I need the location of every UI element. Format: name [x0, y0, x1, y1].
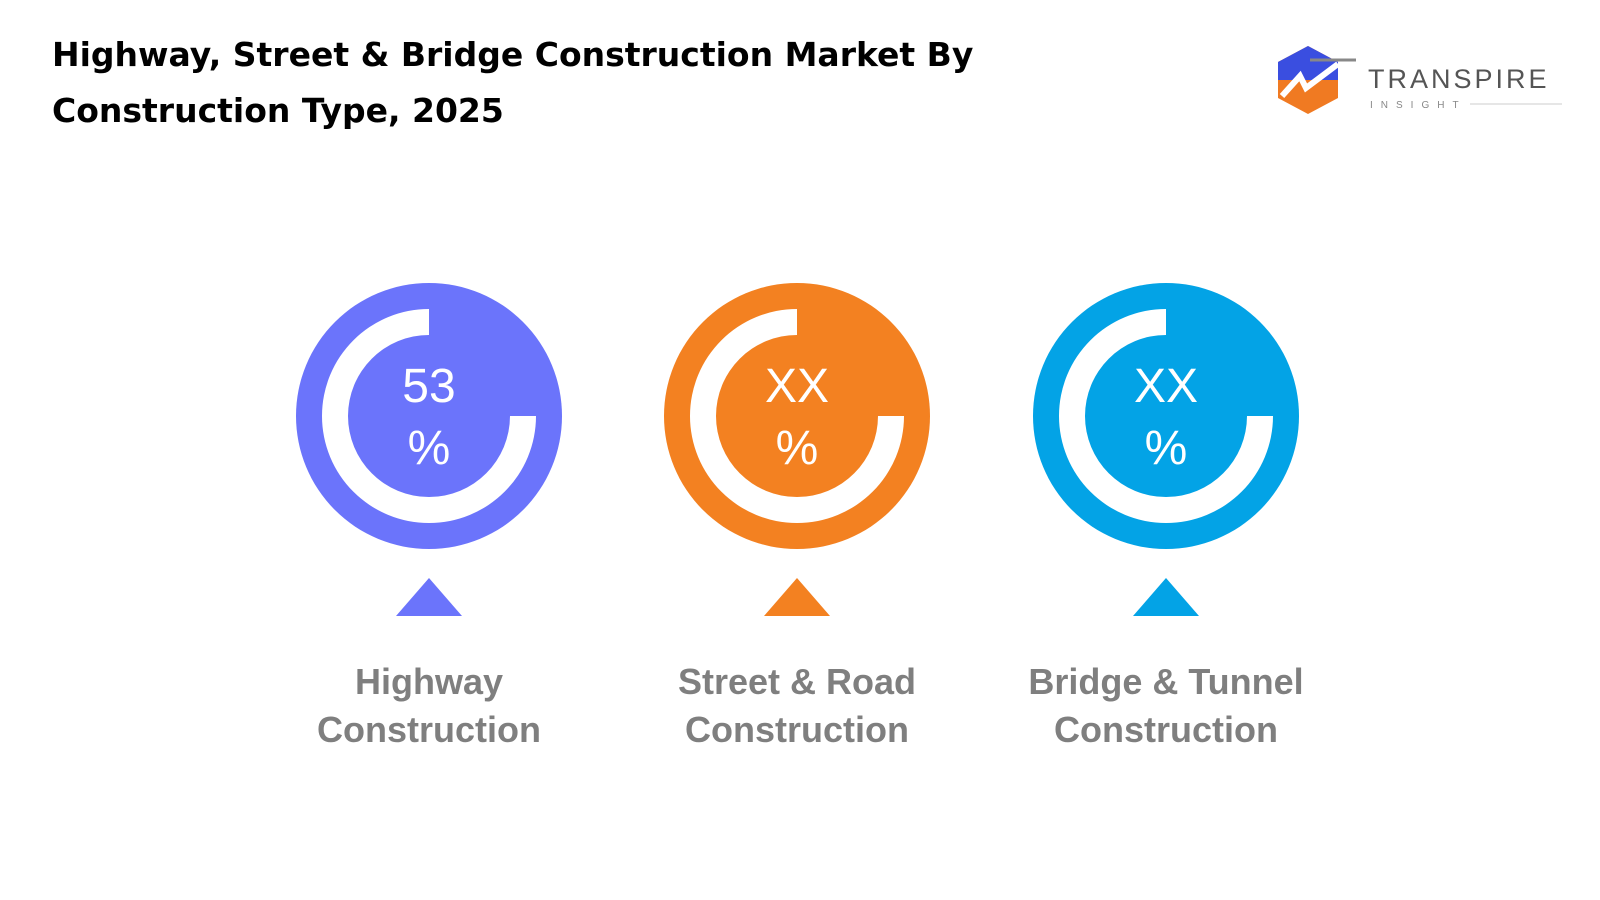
item-value: 53 — [402, 360, 455, 413]
item-label: Bridge & Tunnel — [1028, 661, 1303, 702]
item-triangle — [396, 578, 462, 616]
item-unit: % — [776, 422, 819, 475]
logo-arrow — [1279, 61, 1340, 99]
item-unit: % — [1145, 422, 1188, 475]
item-label: Construction — [317, 709, 541, 750]
logo-tagline: INSIGHT — [1370, 100, 1467, 111]
item-triangle — [1133, 578, 1199, 616]
item-value: XX — [765, 360, 829, 413]
title-line: Highway, Street & Bridge Construction Ma… — [52, 35, 973, 74]
item-unit: % — [408, 422, 451, 475]
item-label: Construction — [1054, 709, 1278, 750]
item-label: Construction — [685, 709, 909, 750]
logo-name: TRANSPIRE — [1368, 64, 1550, 94]
title-line: Construction Type, 2025 — [52, 91, 504, 130]
logo: TRANSPIRE INSIGHT — [1278, 46, 1562, 114]
item-value: XX — [1134, 360, 1198, 413]
item-label: Highway — [355, 661, 503, 702]
item-label: Street & Road — [678, 661, 916, 702]
item-triangle — [764, 578, 830, 616]
